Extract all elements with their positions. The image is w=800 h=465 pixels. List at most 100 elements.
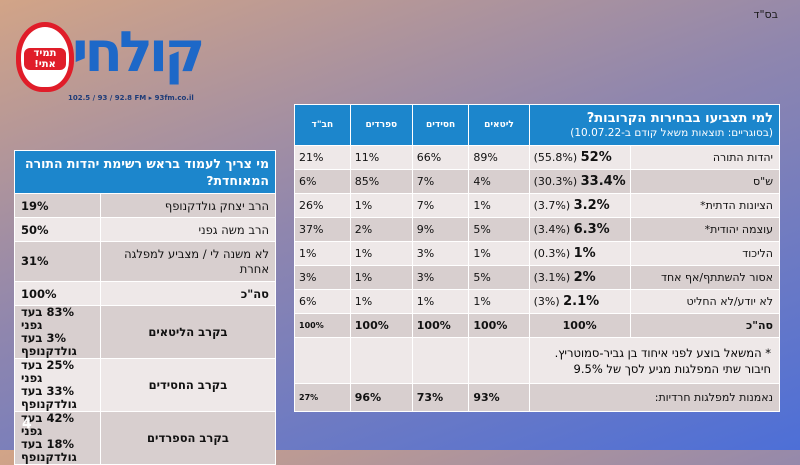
party-result-cell: 33.4% (30.3%) bbox=[528, 169, 631, 194]
list-head-total-value: 100% bbox=[14, 281, 101, 306]
sector-value: 4% bbox=[468, 169, 530, 194]
vote-row: יהדות התורה 52% (55.8%) 89% 66% 11% 21% bbox=[294, 145, 781, 170]
sector-value: 1% bbox=[349, 289, 413, 314]
party-previous: (0.3%) bbox=[533, 247, 571, 260]
party-previous: (3.1%) bbox=[533, 271, 571, 284]
breakdown-label: בקרב הספרדים bbox=[99, 411, 277, 465]
sector-value: 5% bbox=[468, 217, 530, 242]
party-name: עוצמה יהודית* bbox=[629, 217, 781, 242]
total-label: סה"כ bbox=[629, 313, 781, 338]
breakdown-line: 33% בעד גולדקנופף bbox=[21, 384, 77, 411]
breakdown-line: 18% בעד גולדקנופף bbox=[21, 437, 77, 464]
sector-value: 1% bbox=[468, 241, 530, 266]
list-head-table: מי צריך לעמוד בראש רשימת יהדות התורה המא… bbox=[14, 150, 277, 465]
list-head-header: מי צריך לעמוד בראש רשימת יהדות התורה המא… bbox=[14, 150, 276, 194]
party-name: הציונות הדתית* bbox=[629, 193, 781, 218]
sector-value: 6% bbox=[294, 169, 351, 194]
sector-value: 1% bbox=[468, 193, 530, 218]
sector-value: 5% bbox=[468, 265, 530, 290]
loyalty-value: 96% bbox=[349, 383, 413, 412]
total-value: 100% bbox=[468, 313, 530, 338]
page-number: 4 bbox=[22, 416, 32, 432]
vote-row: עוצמה יהודית* 6.3% (3.4%) 5% 9% 2% 37% bbox=[294, 217, 781, 242]
party-previous: (55.8%) bbox=[533, 151, 578, 164]
party-name: אסור להשתתף/אף אחד bbox=[629, 265, 781, 290]
logo-tagline: תמיד אתי! bbox=[24, 48, 66, 70]
loyalty-label: נאמנות למפלגות חרדיות: bbox=[528, 383, 781, 412]
party-previous: (30.3%) bbox=[533, 175, 578, 188]
sector-value: 1% bbox=[294, 241, 351, 266]
candidate-row: הרב משה גפני 50% bbox=[14, 217, 277, 242]
station-logo: תמיד אתי! קולחי 102.5 / 93 / 92.8 FM ▸ 9… bbox=[16, 14, 205, 112]
candidate-row: לא משנה לי / מצביע למפלגה אחרת 31% bbox=[14, 241, 277, 282]
bsd-mark: בס"ד bbox=[753, 8, 778, 21]
party-result-cell: 1% (0.3%) bbox=[528, 241, 631, 266]
candidate-label: הרב יצחק גולדקנופף bbox=[99, 193, 277, 218]
vote-table-header: למי תצביעו בבחירות הקרובות? (בסוגריים: ת… bbox=[294, 104, 781, 146]
column-header: ספרדים bbox=[349, 104, 413, 146]
note-empty-cell bbox=[294, 337, 351, 384]
note-empty-cell bbox=[468, 337, 530, 384]
total-result: 100% bbox=[528, 313, 631, 338]
note-empty-cell bbox=[411, 337, 470, 384]
sector-value: 9% bbox=[411, 217, 470, 242]
breakdown-line: 3% בעד גולדקנופף bbox=[21, 331, 77, 358]
party-result: 3.2% bbox=[573, 198, 610, 213]
party-result: 2% bbox=[573, 270, 596, 285]
sector-value: 1% bbox=[411, 289, 470, 314]
party-name: ש"ס bbox=[629, 169, 781, 194]
vote-row: הליכוד 1% (0.3%) 1% 3% 1% 1% bbox=[294, 241, 781, 266]
party-result-cell: 3.2% (3.7%) bbox=[528, 193, 631, 218]
breakdown-row: בקרב הליטאים 83% בעד גפני 3% בעד גולדקנו… bbox=[14, 305, 277, 359]
party-result-cell: 6.3% (3.4%) bbox=[528, 217, 631, 242]
merger-note: * המשאל בוצע לפני איחוד בן גביר-סמוטריץ.… bbox=[528, 337, 781, 384]
vote-table-title: למי תצביעו בבחירות הקרובות? bbox=[586, 111, 773, 126]
vote-row: אסור להשתתף/אף אחד 2% (3.1%) 5% 3% 1% 3% bbox=[294, 265, 781, 290]
sector-value: 6% bbox=[294, 289, 351, 314]
loyalty-value: 27% bbox=[294, 383, 351, 412]
party-result-cell: 2.1% (3%) bbox=[528, 289, 631, 314]
sector-value: 1% bbox=[349, 193, 413, 218]
total-value: 100% bbox=[411, 313, 470, 338]
list-head-total-row: סה"כ 100% bbox=[14, 281, 277, 306]
sector-value: 1% bbox=[349, 265, 413, 290]
breakdown-values: 25% בעד גפני 33% בעד גולדקנופף bbox=[14, 358, 101, 412]
loyalty-row: נאמנות למפלגות חרדיות: 93% 73% 96% 27% bbox=[294, 383, 781, 412]
list-head-total-label: סה"כ bbox=[99, 281, 277, 306]
sector-value: 3% bbox=[294, 265, 351, 290]
party-result-cell: 52% (55.8%) bbox=[528, 145, 631, 170]
breakdown-line: 42% בעד גפני bbox=[21, 411, 74, 438]
party-previous: (3%) bbox=[533, 295, 560, 308]
sector-value: 66% bbox=[411, 145, 470, 170]
sector-value: 89% bbox=[468, 145, 530, 170]
sector-value: 7% bbox=[411, 169, 470, 194]
vote-total-row: סה"כ 100% 100% 100% 100% 100% bbox=[294, 313, 781, 338]
party-name: לא יודע/לא החליט bbox=[629, 289, 781, 314]
sector-value: 11% bbox=[349, 145, 413, 170]
column-header: חסידים bbox=[411, 104, 470, 146]
note-empty-cell bbox=[349, 337, 413, 384]
candidate-label: לא משנה לי / מצביע למפלגה אחרת bbox=[99, 241, 277, 282]
sector-value: 85% bbox=[349, 169, 413, 194]
party-previous: (3.7%) bbox=[533, 199, 571, 212]
list-head-title: מי צריך לעמוד בראש רשימת יהדות התורה המא… bbox=[14, 150, 276, 194]
vote-row: הציונות הדתית* 3.2% (3.7%) 1% 7% 1% 26% bbox=[294, 193, 781, 218]
candidate-row: הרב יצחק גולדקנופף 19% bbox=[14, 193, 277, 218]
breakdown-label: בקרב החסידים bbox=[99, 358, 277, 412]
sector-value: 26% bbox=[294, 193, 351, 218]
party-name: יהדות התורה bbox=[629, 145, 781, 170]
total-value: 100% bbox=[294, 313, 351, 338]
loyalty-value: 73% bbox=[411, 383, 470, 412]
breakdown-line: 83% בעד גפני bbox=[21, 305, 74, 332]
sector-value: 1% bbox=[468, 289, 530, 314]
party-result: 1% bbox=[573, 246, 596, 261]
breakdown-row: בקרב הספרדים 42% בעד גפני 18% בעד גולדקנ… bbox=[14, 411, 277, 465]
sector-value: 7% bbox=[411, 193, 470, 218]
party-previous: (3.4%) bbox=[533, 223, 571, 236]
candidate-value: 31% bbox=[14, 241, 101, 282]
sector-value: 3% bbox=[411, 265, 470, 290]
vote-intention-table: למי תצביעו בבחירות הקרובות? (בסוגריים: ת… bbox=[294, 104, 781, 412]
total-value: 100% bbox=[349, 313, 413, 338]
column-header: חב"ד bbox=[294, 104, 351, 146]
candidate-value: 50% bbox=[14, 217, 101, 242]
